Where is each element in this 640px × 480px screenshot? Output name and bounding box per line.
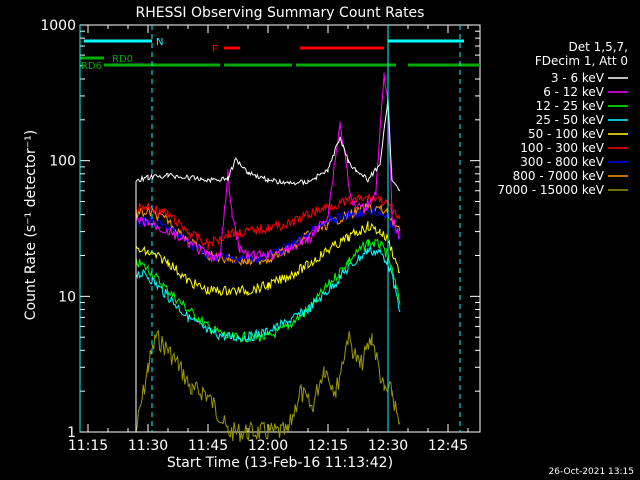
state-label-f: F (212, 44, 218, 55)
timestamp-label: 26-Oct-2021 13:15 (549, 467, 634, 477)
series-line-0 (135, 97, 401, 432)
series-line-8 (135, 329, 401, 442)
legend-label: 3 - 6 keV (551, 71, 605, 85)
state-label-rd6: RD6 (81, 61, 102, 72)
legend-header: Det 1,5,7, (569, 40, 629, 54)
state-bars: N F RD0 RD6 (80, 37, 480, 72)
y-tick-label: 100 (49, 154, 76, 170)
x-tick-label: 11:30 (128, 438, 168, 454)
series-line-3 (135, 246, 401, 432)
legend-label: 50 - 100 keV (528, 127, 605, 141)
vertical-markers (79, 25, 461, 432)
x-tick-label: 12:45 (428, 438, 468, 454)
legend-label: 25 - 50 keV (536, 113, 605, 127)
legend-label: 6 - 12 keV (543, 85, 605, 99)
x-tick-label: 12:30 (368, 438, 408, 454)
legend-header: FDecim 1, Att 0 (535, 54, 628, 68)
series-line-4 (135, 221, 401, 432)
series-line-2 (135, 238, 401, 432)
series-line-1 (135, 72, 401, 432)
series-line-5 (135, 193, 401, 432)
x-axis-label: Start Time (13-Feb-16 11:13:42) (167, 455, 393, 471)
series-layer (135, 72, 401, 442)
series-line-7 (135, 203, 401, 432)
legend-label: 7000 - 15000 keV (497, 183, 604, 197)
x-tick-label: 11:45 (188, 438, 228, 454)
legend-label: 800 - 7000 keV (513, 169, 605, 183)
legend-label: 100 - 300 keV (520, 141, 604, 155)
x-tick-label: 12:00 (248, 438, 288, 454)
y-tick-label: 10 (58, 289, 76, 305)
y-tick-label: 1 (67, 425, 76, 441)
state-label-rd0: RD0 (112, 54, 133, 65)
state-label-n: N (156, 37, 163, 48)
chart-title: RHESSI Observing Summary Count Rates (136, 5, 425, 21)
x-tick-label: 12:15 (308, 438, 348, 454)
y-tick-label: 1000 (40, 18, 76, 34)
legend-label: 12 - 25 keV (536, 99, 605, 113)
x-tick-label: 11:15 (68, 438, 108, 454)
y-axis-label: Count Rate (s⁻¹ detector⁻¹) (23, 130, 39, 320)
legend-label: 300 - 800 keV (520, 155, 604, 169)
